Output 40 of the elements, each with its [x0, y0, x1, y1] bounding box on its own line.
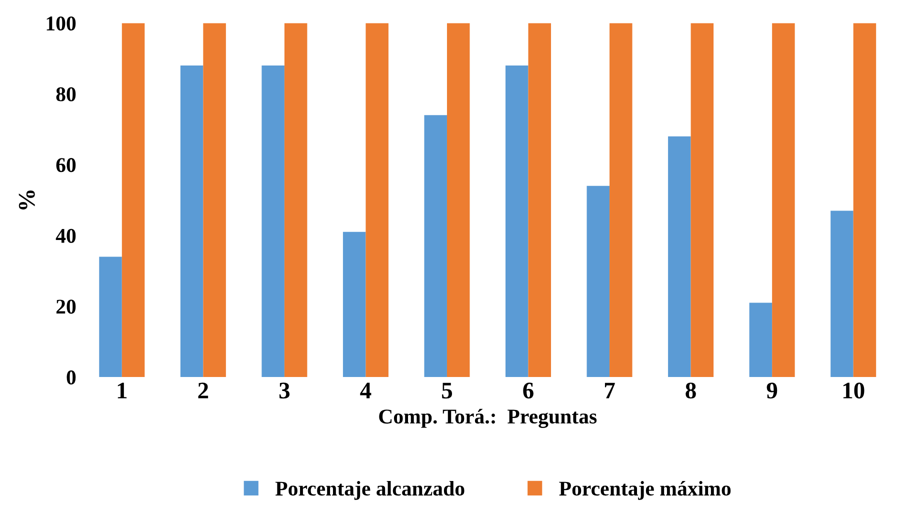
bar: [749, 302, 772, 378]
bar: [284, 23, 308, 378]
y-tick-label: 100: [46, 16, 76, 31]
bar: [99, 256, 122, 378]
bar: [180, 66, 204, 378]
bar: [424, 115, 447, 378]
bar: [668, 136, 691, 378]
x-tick-label: 8: [686, 382, 696, 399]
x-tick-label: 5: [442, 382, 452, 399]
bar: [690, 23, 714, 378]
bar: [366, 23, 388, 378]
x-tick-label: 10: [843, 382, 864, 399]
x-tick-label: 6: [523, 382, 534, 399]
y-tick-label: 20: [56, 300, 76, 314]
y-tick-label: 60: [56, 158, 76, 172]
bar: [830, 210, 854, 378]
bar: [528, 23, 552, 378]
bar: [342, 232, 366, 378]
x-tick-label: 3: [279, 382, 290, 399]
x-axis-title: Comp. Torá.: Preguntas: [379, 408, 597, 428]
y-axis-title: %: [18, 190, 35, 210]
y-tick-label: 80: [56, 87, 76, 102]
bar: [506, 66, 528, 378]
x-tick-label: 7: [604, 382, 615, 398]
x-tick-label: 2: [198, 382, 208, 398]
bar: [610, 23, 632, 378]
bar: [446, 23, 470, 378]
bar: [772, 23, 795, 378]
bar: [262, 66, 284, 378]
bar: [853, 23, 876, 378]
y-tick-label: 40: [56, 228, 76, 243]
bar: [586, 186, 610, 378]
x-tick-label: 4: [360, 382, 372, 398]
legend-label: Porcentaje máximo: [559, 480, 731, 500]
legend-label: Porcentaje alcanzado: [275, 481, 464, 500]
bar: [122, 23, 145, 378]
x-tick-label: 9: [766, 382, 778, 399]
bar: [203, 23, 226, 378]
x-tick-label: 1: [118, 382, 127, 398]
y-tick-label: 0: [66, 370, 76, 384]
